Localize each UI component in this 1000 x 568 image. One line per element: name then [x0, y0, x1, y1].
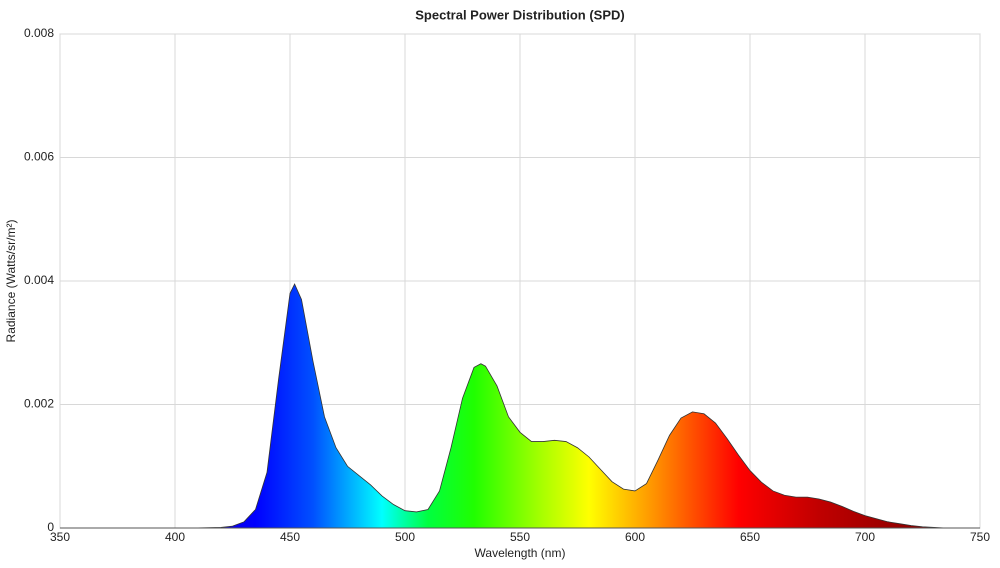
y-tick-label: 0.002: [24, 397, 54, 411]
x-tick-label: 650: [740, 530, 760, 544]
y-tick-label: 0: [47, 520, 54, 534]
x-tick-label: 750: [970, 530, 990, 544]
x-tick-label: 450: [280, 530, 300, 544]
spectrum-area: [60, 283, 980, 529]
y-tick-label: 0.004: [24, 273, 54, 287]
x-tick-label: 500: [395, 530, 415, 544]
chart-title: Spectral Power Distribution (SPD): [415, 7, 624, 22]
x-tick-label: 400: [165, 530, 185, 544]
x-tick-label: 600: [625, 530, 645, 544]
x-tick-label: 700: [855, 530, 875, 544]
x-axis-label: Wavelength (nm): [475, 546, 566, 560]
x-tick-label: 350: [50, 530, 70, 544]
y-axis-label: Radiance (Watts/sr/m²): [4, 220, 18, 343]
x-tick-label: 550: [510, 530, 530, 544]
y-tick-label: 0.008: [24, 26, 54, 40]
y-tick-label: 0.006: [24, 150, 54, 164]
